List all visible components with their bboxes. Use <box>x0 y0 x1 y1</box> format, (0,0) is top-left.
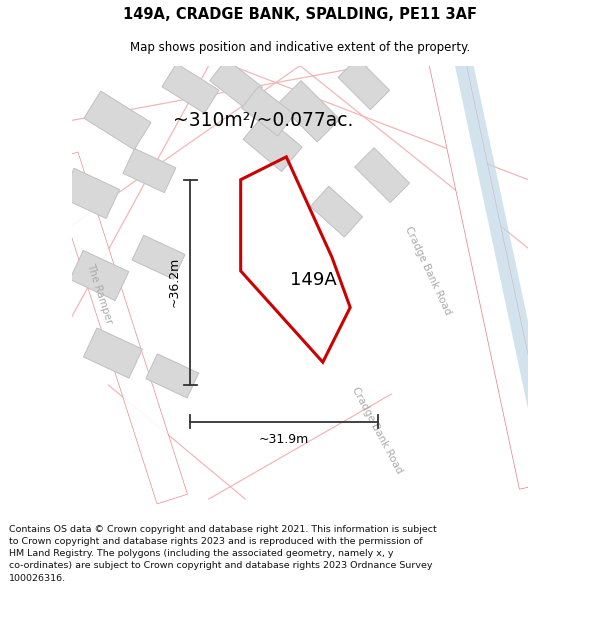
Polygon shape <box>243 115 302 171</box>
Polygon shape <box>310 186 362 237</box>
Text: Cradge Bank Road: Cradge Bank Road <box>403 225 452 317</box>
Polygon shape <box>338 58 389 109</box>
Polygon shape <box>355 148 410 202</box>
Text: ~310m²/~0.077ac.: ~310m²/~0.077ac. <box>173 111 353 130</box>
Polygon shape <box>242 86 295 136</box>
Text: The Ramper: The Ramper <box>85 262 114 326</box>
Polygon shape <box>47 152 187 504</box>
Polygon shape <box>132 235 185 279</box>
Polygon shape <box>210 59 263 109</box>
Text: Cradge Bank Road: Cradge Bank Road <box>350 386 404 476</box>
Polygon shape <box>146 354 199 398</box>
Polygon shape <box>278 81 340 142</box>
Text: Contains OS data © Crown copyright and database right 2021. This information is : Contains OS data © Crown copyright and d… <box>9 525 437 582</box>
Polygon shape <box>84 91 151 149</box>
Polygon shape <box>123 149 176 192</box>
Polygon shape <box>162 64 219 113</box>
Polygon shape <box>452 51 562 484</box>
Text: ~31.9m: ~31.9m <box>259 433 309 446</box>
Polygon shape <box>70 251 129 301</box>
Polygon shape <box>428 52 555 489</box>
Text: 149A, CRADGE BANK, SPALDING, PE11 3AF: 149A, CRADGE BANK, SPALDING, PE11 3AF <box>123 7 477 22</box>
Text: ~36.2m: ~36.2m <box>168 258 181 308</box>
Text: Map shows position and indicative extent of the property.: Map shows position and indicative extent… <box>130 41 470 54</box>
Polygon shape <box>83 328 142 378</box>
Polygon shape <box>61 168 119 219</box>
Text: 149A: 149A <box>290 271 337 289</box>
